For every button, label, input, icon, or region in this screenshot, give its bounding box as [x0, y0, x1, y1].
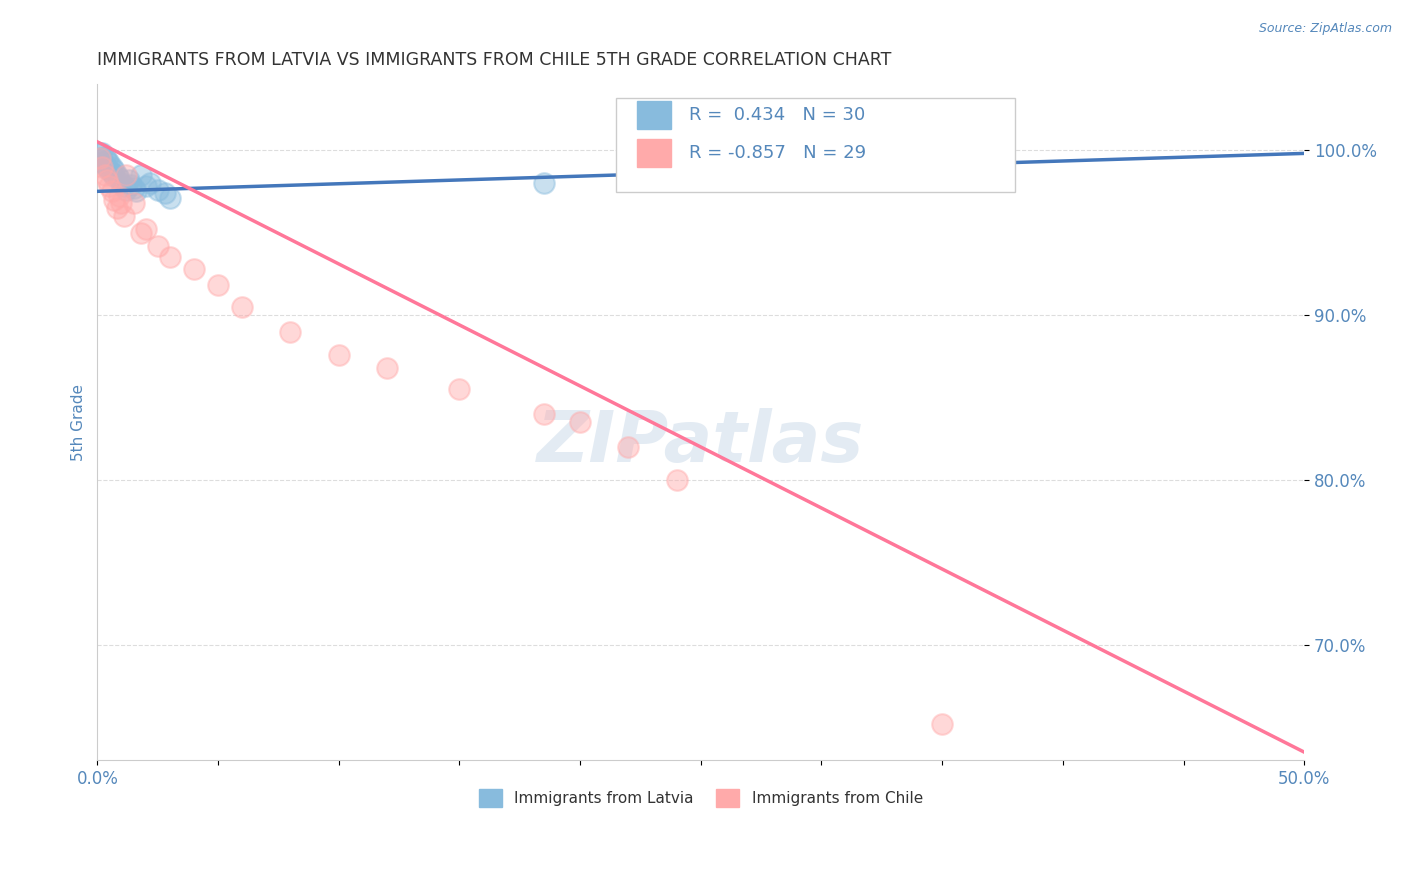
Text: R =  0.434   N = 30: R = 0.434 N = 30 — [689, 106, 865, 124]
Point — [118, 173, 141, 187]
Point — [110, 176, 132, 190]
Point — [231, 300, 253, 314]
Point — [328, 348, 350, 362]
Point — [91, 160, 114, 174]
Point — [98, 179, 121, 194]
Point — [89, 146, 111, 161]
Y-axis label: 5th Grade: 5th Grade — [72, 384, 86, 461]
Point — [101, 185, 124, 199]
Point — [91, 154, 114, 169]
Point — [122, 181, 145, 195]
Point — [93, 150, 115, 164]
Point — [91, 146, 114, 161]
Point — [96, 161, 118, 176]
Point — [98, 162, 121, 177]
Point — [153, 186, 176, 200]
Point — [533, 176, 555, 190]
Point — [96, 153, 118, 167]
Point — [103, 162, 125, 177]
FancyBboxPatch shape — [616, 97, 1015, 193]
Point — [129, 168, 152, 182]
Point — [146, 239, 169, 253]
Point — [89, 152, 111, 166]
Point — [108, 171, 131, 186]
Bar — [637, 139, 671, 168]
Point — [103, 193, 125, 207]
Point — [120, 178, 142, 192]
Point — [101, 160, 124, 174]
Text: IMMIGRANTS FROM LATVIA VS IMMIGRANTS FROM CHILE 5TH GRADE CORRELATION CHART: IMMIGRANTS FROM LATVIA VS IMMIGRANTS FRO… — [97, 51, 891, 69]
Point — [122, 195, 145, 210]
Point — [110, 195, 132, 210]
Point — [112, 209, 135, 223]
Point — [533, 407, 555, 421]
Point — [146, 183, 169, 197]
Legend: Immigrants from Latvia, Immigrants from Chile: Immigrants from Latvia, Immigrants from … — [472, 783, 929, 814]
Bar — [637, 101, 671, 129]
Point — [375, 360, 398, 375]
Point — [98, 156, 121, 170]
Point — [135, 179, 157, 194]
Point — [115, 168, 138, 182]
Point — [139, 176, 162, 190]
Point — [135, 222, 157, 236]
Point — [449, 382, 471, 396]
Point — [103, 169, 125, 184]
Point — [207, 278, 229, 293]
Point — [125, 185, 148, 199]
Point — [665, 473, 688, 487]
Point — [617, 440, 640, 454]
Text: ZIPatlas: ZIPatlas — [537, 408, 865, 477]
Point — [108, 189, 131, 203]
Point — [280, 325, 302, 339]
Point — [105, 168, 128, 182]
Text: R = -0.857   N = 29: R = -0.857 N = 29 — [689, 145, 866, 162]
Point — [93, 168, 115, 182]
Point — [105, 201, 128, 215]
Point — [112, 179, 135, 194]
Point — [159, 250, 181, 264]
Point — [183, 261, 205, 276]
Point — [129, 226, 152, 240]
Point — [93, 158, 115, 172]
Point — [159, 191, 181, 205]
Point — [89, 152, 111, 166]
Point — [96, 173, 118, 187]
Point — [931, 717, 953, 731]
Point — [115, 183, 138, 197]
Point — [569, 415, 592, 429]
Text: Source: ZipAtlas.com: Source: ZipAtlas.com — [1258, 22, 1392, 36]
Point — [101, 166, 124, 180]
